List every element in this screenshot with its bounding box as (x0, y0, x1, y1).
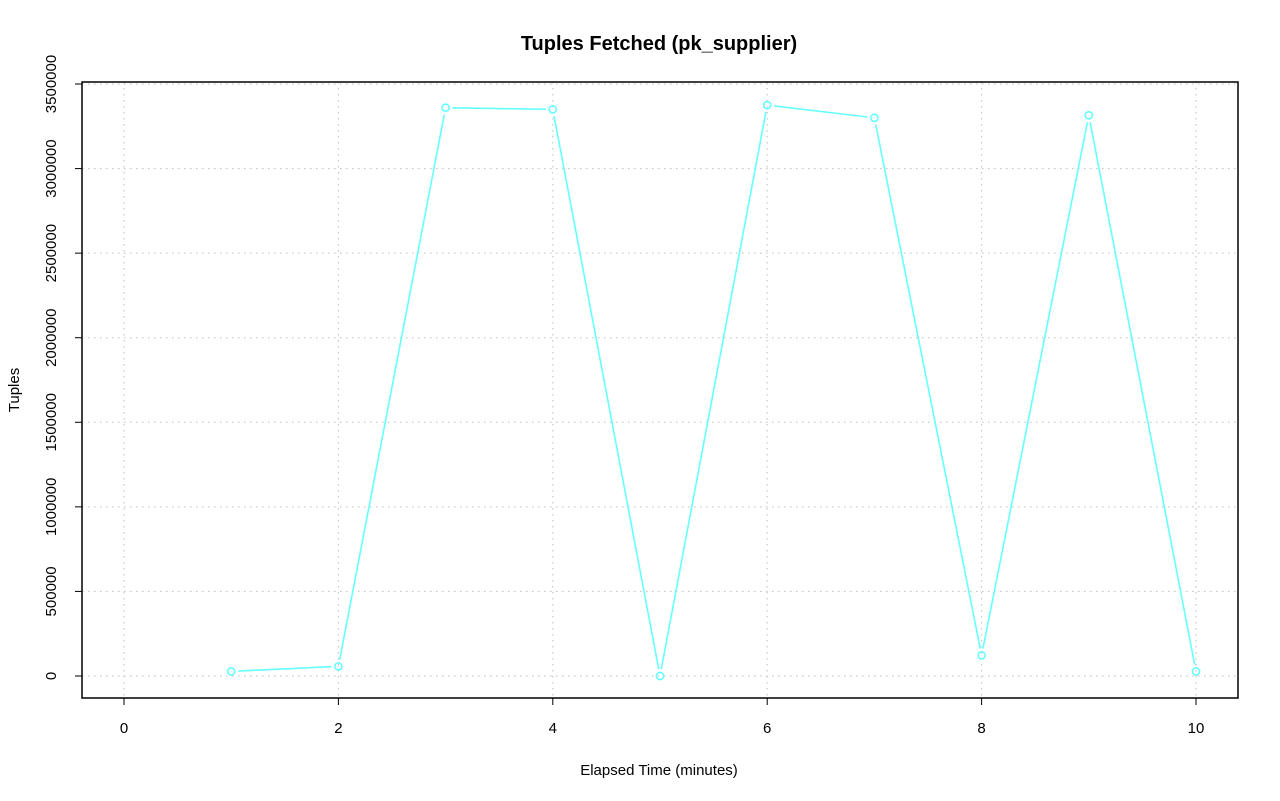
x-axis-label: Elapsed Time (minutes) (580, 762, 738, 779)
y-tick-label: 3500000 (43, 55, 60, 113)
y-tick-label: 2000000 (43, 309, 60, 367)
data-point (977, 650, 986, 660)
y-tick-label: 0 (43, 672, 60, 680)
data-point (441, 103, 450, 113)
x-tick-label: 4 (549, 720, 557, 737)
y-tick-label: 1000000 (43, 478, 60, 536)
series-line-segment (238, 665, 332, 672)
data-point (870, 113, 879, 123)
x-axis: 0 2 4 6 8 10 (120, 698, 1205, 737)
chart-title: Tuples Fetched (pk_supplier) (521, 33, 797, 55)
data-point (1084, 110, 1094, 120)
x-tick-label: 2 (334, 720, 342, 737)
series-group (226, 100, 1201, 681)
x-tick-label: 0 (120, 720, 128, 737)
plot-frame (81, 81, 1239, 699)
grid-lines (82, 82, 1238, 698)
series-line-segment (874, 124, 982, 649)
series-line-segment (660, 111, 767, 670)
data-point (226, 667, 236, 676)
y-axis: 0 500000 1000000 1500000 2000000 2500000 30000… (43, 55, 82, 680)
series-line-segment (1089, 122, 1196, 665)
series-line-segment (553, 116, 660, 670)
x-tick-label: 8 (977, 720, 985, 737)
x-tick-label: 6 (763, 720, 771, 737)
series-line-segment (774, 105, 868, 118)
y-tick-label: 3000000 (43, 139, 60, 197)
y-tick-label: 2500000 (43, 224, 60, 282)
data-point (655, 671, 665, 681)
data-point (1191, 667, 1201, 676)
y-tick-label: 500000 (43, 566, 60, 616)
x-tick-label: 10 (1188, 720, 1205, 737)
y-axis-label: Tuples (6, 368, 23, 412)
series-line-segment (982, 122, 1089, 649)
series-line-segment (452, 106, 546, 111)
data-point (762, 100, 772, 110)
series-line-segment (338, 114, 446, 660)
data-point (333, 661, 343, 671)
data-point (548, 104, 558, 114)
y-tick-label: 1500000 (43, 393, 60, 451)
